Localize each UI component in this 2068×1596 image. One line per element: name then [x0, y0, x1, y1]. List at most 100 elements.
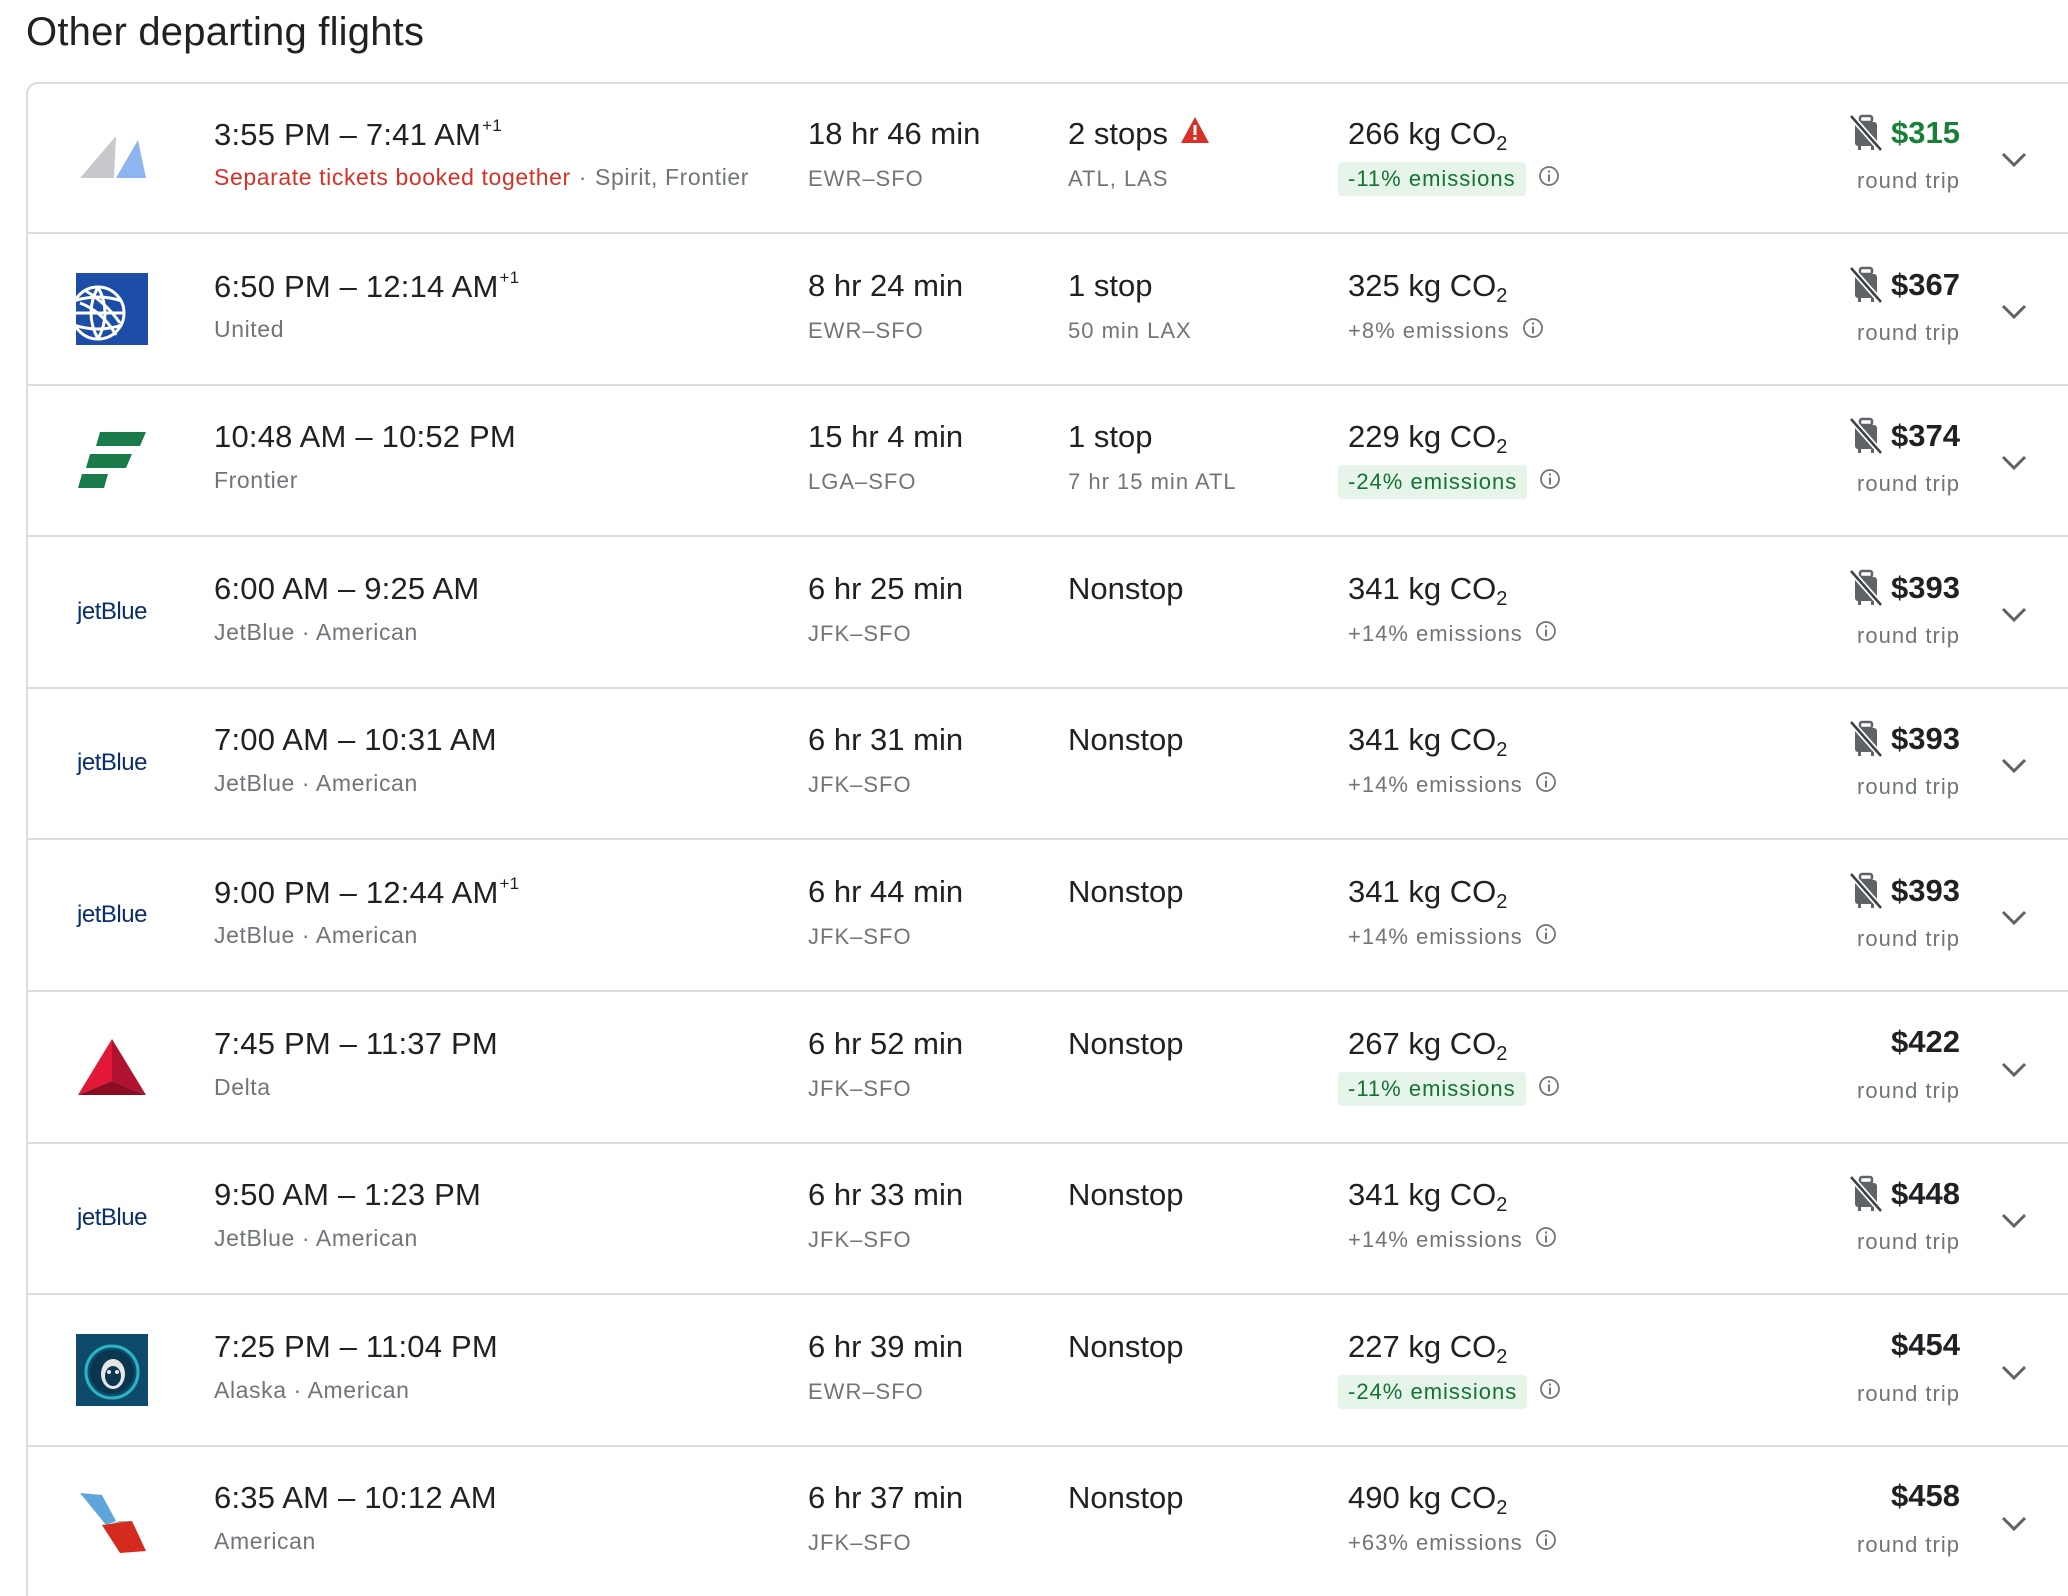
- info-icon[interactable]: [1539, 468, 1561, 496]
- price-note: round trip: [1857, 471, 1960, 497]
- emissions-badge: -11% emissions: [1338, 162, 1526, 196]
- chevron-down-icon[interactable]: [1994, 746, 2034, 786]
- info-icon[interactable]: [1538, 165, 1560, 193]
- chevron-down-icon[interactable]: [1994, 595, 2034, 635]
- no-carry-on-bag-icon: [1849, 114, 1884, 152]
- price: $393: [1660, 568, 1960, 607]
- flight-duration: 6 hr 39 min: [808, 1328, 964, 1364]
- flight-row[interactable]: 3:55 PM – 7:41 AM+1 Separate tickets book…: [28, 84, 2068, 234]
- airline-names: JetBlue · American: [214, 922, 418, 948]
- price-value: $367: [1891, 266, 1960, 302]
- chevron-down-icon[interactable]: [1994, 1353, 2034, 1393]
- info-icon[interactable]: [1535, 1529, 1557, 1557]
- flight-row[interactable]: jetBlue 7:00 AM – 10:31 AM JetBlue · Ameri…: [28, 690, 2068, 841]
- frontier-logo: [76, 424, 148, 496]
- airline-names: United: [214, 315, 285, 342]
- chevron-down-icon[interactable]: [1994, 898, 2034, 938]
- flight-row[interactable]: 10:48 AM – 10:52 PM Frontier 15 hr 4 min LG…: [28, 387, 2068, 538]
- flight-duration: 6 hr 37 min: [808, 1480, 964, 1516]
- flight-stops: Nonstop: [1068, 1025, 1184, 1061]
- flight-airlines-line: Separate tickets booked together · Spirit,…: [214, 164, 750, 190]
- chevron-down-icon[interactable]: [1994, 1050, 2034, 1090]
- jetblue-logo: jetBlue: [76, 727, 148, 799]
- co2-amount: 227 kg CO2: [1348, 1328, 1508, 1368]
- flight-airlines-line: American: [214, 1528, 316, 1555]
- price-note: round trip: [1857, 1532, 1960, 1558]
- price: $448: [1660, 1175, 1960, 1214]
- flight-times: 9:50 AM – 1:23 PM: [214, 1177, 482, 1213]
- chevron-down-icon[interactable]: [1994, 1201, 2034, 1241]
- co2-amount: 341 kg CO2: [1348, 722, 1508, 762]
- flight-duration: 6 hr 44 min: [808, 874, 964, 909]
- co2-amount: 341 kg CO2: [1348, 570, 1508, 610]
- info-icon[interactable]: [1535, 923, 1557, 951]
- flight-airlines-line: Delta: [214, 1074, 271, 1101]
- flight-row[interactable]: jetBlue 6:00 AM – 9:25 AM JetBlue · Americ…: [28, 539, 2068, 689]
- flight-airlines-line: JetBlue · American: [214, 619, 418, 646]
- flight-duration: 6 hr 25 min: [808, 570, 964, 606]
- flight-airlines-line: Frontier: [214, 467, 298, 494]
- info-icon[interactable]: [1539, 1378, 1561, 1406]
- info-icon[interactable]: [1522, 317, 1544, 345]
- info-icon[interactable]: [1535, 620, 1557, 648]
- co2-amount: 229 kg CO2: [1348, 419, 1508, 459]
- flight-times: 7:00 AM – 10:31 AM: [214, 722, 497, 758]
- price-value: $422: [1891, 1023, 1960, 1059]
- flight-row[interactable]: 6:35 AM – 10:12 AM American 6 hr 37 min JFK…: [28, 1448, 2068, 1596]
- info-icon[interactable]: [1538, 1075, 1560, 1103]
- flight-times: 6:35 AM – 10:12 AM: [214, 1480, 497, 1516]
- flight-duration: 6 hr 31 min: [808, 722, 964, 758]
- info-icon[interactable]: [1535, 1226, 1557, 1254]
- jetblue-wordmark: jetBlue: [77, 749, 147, 777]
- price-note: round trip: [1857, 774, 1960, 800]
- jetblue-wordmark: jetBlue: [77, 597, 147, 625]
- flight-results-list: 3:55 PM – 7:41 AM+1 Separate tickets book…: [26, 82, 2068, 1596]
- flight-route: JFK–SFO: [808, 1227, 912, 1253]
- day-offset: +1: [499, 267, 520, 287]
- airline-names: JetBlue · American: [214, 770, 418, 797]
- emissions-text: +14% emissions: [1348, 924, 1523, 949]
- flight-route: JFK–SFO: [808, 924, 912, 949]
- emissions-text: +14% emissions: [1348, 620, 1523, 646]
- price: $374: [1660, 417, 1960, 456]
- info-icon[interactable]: [1535, 771, 1557, 799]
- chevron-down-icon[interactable]: [1994, 140, 2034, 180]
- layover-info: ATL, LAS: [1068, 166, 1169, 191]
- price-note: round trip: [1857, 1229, 1960, 1255]
- no-carry-on-bag-icon: [1849, 720, 1884, 759]
- jetblue-wordmark: jetBlue: [77, 901, 147, 928]
- airline-names: Delta: [214, 1073, 271, 1100]
- american-logo: [76, 1485, 148, 1557]
- flight-times: 9:00 PM – 12:44 AM+1: [214, 874, 520, 910]
- flight-airlines-line: United: [214, 316, 284, 343]
- flight-route: EWR–SFO: [808, 317, 924, 343]
- flight-row[interactable]: jetBlue 9:50 AM – 1:23 PM JetBlue · Americ…: [28, 1145, 2068, 1296]
- flight-duration: 6 hr 52 min: [808, 1025, 964, 1061]
- flight-times: 10:48 AM – 10:52 PM: [214, 419, 516, 455]
- flight-row[interactable]: 7:45 PM – 11:37 PM Delta 6 hr 52 min JFK–SF…: [28, 994, 2068, 1144]
- co2-amount: 266 kg CO2: [1348, 116, 1508, 155]
- price-note: round trip: [1857, 622, 1960, 648]
- chevron-down-icon[interactable]: [1994, 1504, 2034, 1544]
- no-carry-on-bag-icon: [1849, 568, 1884, 607]
- chevron-down-icon[interactable]: [1994, 443, 2034, 483]
- flight-route: EWR–SFO: [808, 166, 924, 191]
- flight-row[interactable]: 6:50 PM – 12:14 AM+1 United 8 hr 24 min EWR…: [28, 236, 2068, 386]
- emissions-info: -11% emissions: [1338, 162, 1560, 196]
- flight-route: EWR–SFO: [808, 1378, 924, 1404]
- price-value: $315: [1891, 115, 1960, 150]
- flight-stops: Nonstop: [1068, 722, 1184, 758]
- price-note: round trip: [1857, 319, 1960, 345]
- flight-route: JFK–SFO: [808, 620, 912, 646]
- emissions-info: +14% emissions: [1348, 617, 1557, 651]
- flight-row[interactable]: jetBlue 9:00 PM – 12:44 AM+1 JetBlue · Ame…: [28, 842, 2068, 992]
- chevron-down-icon[interactable]: [1994, 292, 2034, 332]
- emissions-text: +14% emissions: [1348, 772, 1523, 798]
- flight-row[interactable]: 7:25 PM – 11:04 PM Alaska · American 6 hr …: [28, 1297, 2068, 1447]
- price: $367: [1660, 265, 1960, 304]
- price-value: $454: [1891, 1326, 1960, 1362]
- layover-info: 7 hr 15 min ATL: [1068, 469, 1237, 495]
- emissions-info: +8% emissions: [1348, 314, 1544, 348]
- flight-airlines-line: JetBlue · American: [214, 1225, 418, 1252]
- jetblue-logo: jetBlue: [76, 1182, 148, 1254]
